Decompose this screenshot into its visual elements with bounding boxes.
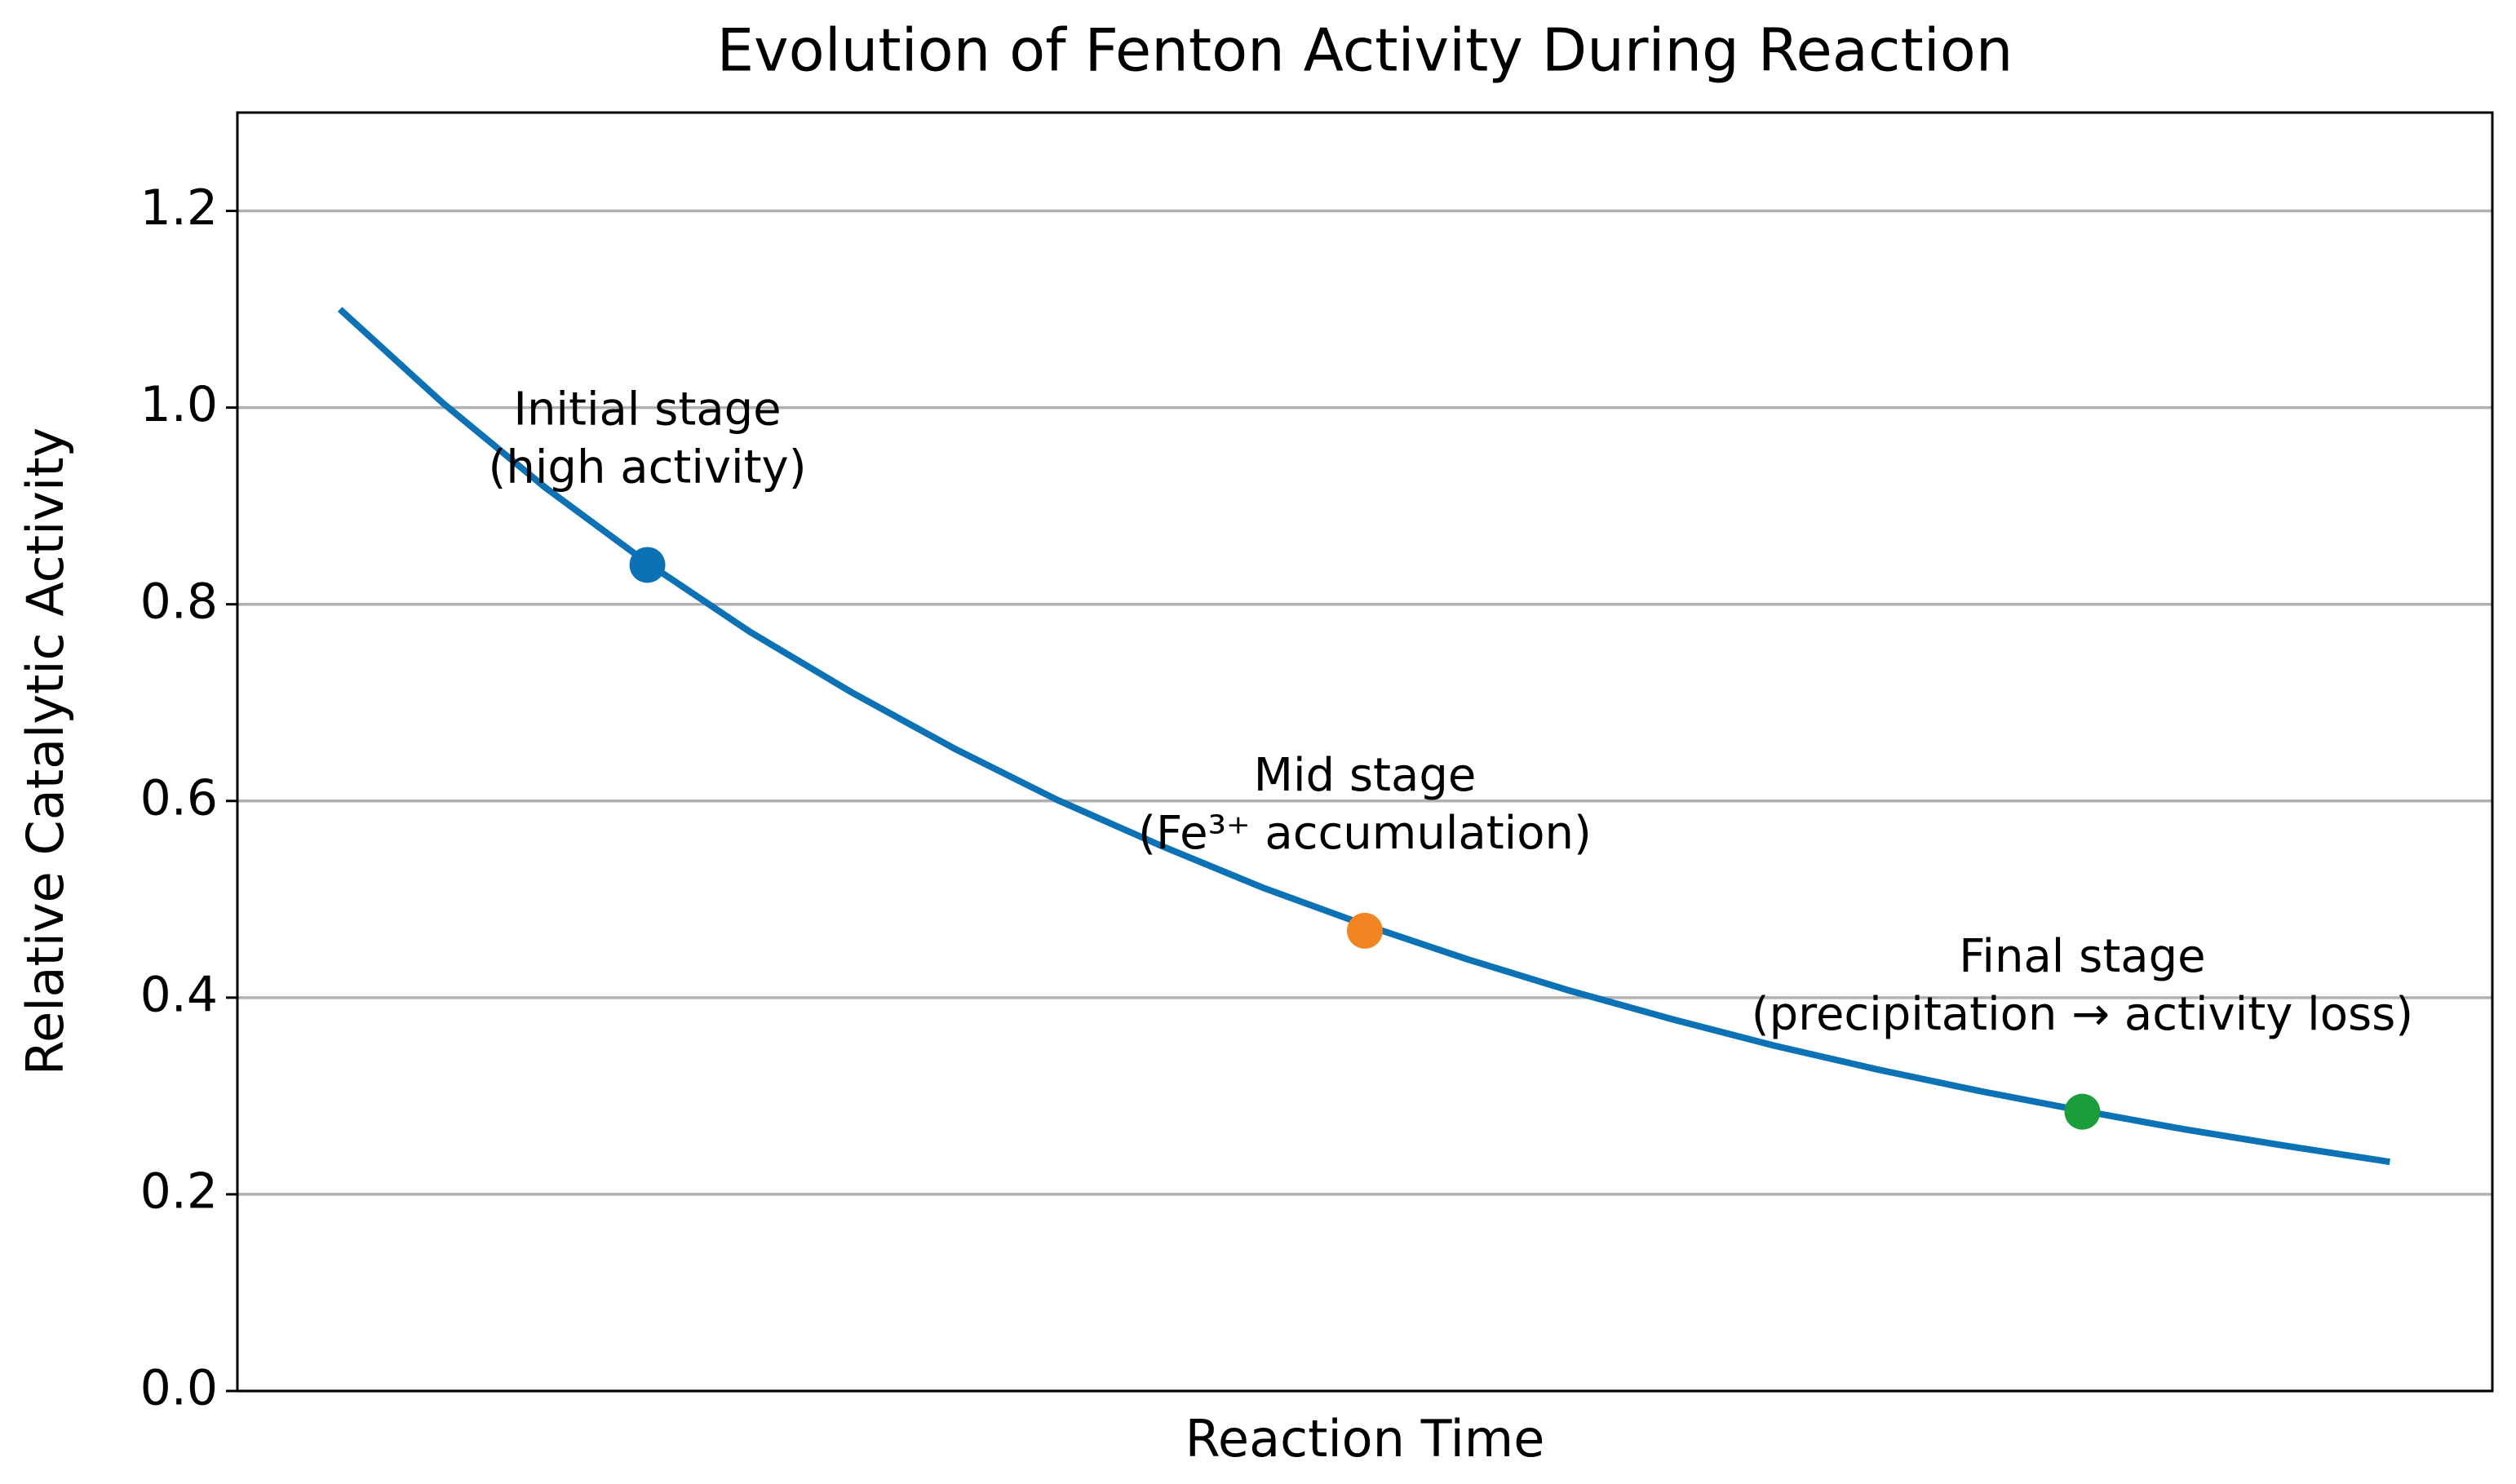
annotation: (Fe³⁺ accumulation): [1138, 807, 1592, 860]
y-tick-label: 0.2: [140, 1163, 218, 1220]
y-tick-label: 1.0: [140, 376, 218, 433]
y-tick-label: 0.0: [140, 1360, 218, 1417]
chart-title: Evolution of Fenton Activity During Reac…: [717, 16, 2013, 85]
stage-marker: [629, 547, 666, 583]
y-tick-label: 0.8: [140, 573, 218, 630]
y-tick-label: 0.6: [140, 769, 218, 826]
annotation: Initial stage: [513, 383, 781, 436]
x-axis-label: Reaction Time: [1185, 1409, 1545, 1468]
stage-marker: [2064, 1093, 2101, 1130]
annotation: Mid stage: [1254, 749, 1477, 802]
y-axis-label: Relative Catalytic Activity: [16, 427, 75, 1075]
plot-frame: [236, 111, 2494, 1393]
annotation: (precipitation → activity loss): [1752, 988, 2413, 1041]
annotation: Final stage: [1959, 930, 2205, 983]
stage-marker: [1347, 912, 1383, 949]
y-tick-label: 0.4: [140, 966, 218, 1023]
y-tick-label: 1.2: [140, 179, 218, 237]
annotation: (high activity): [489, 441, 807, 494]
